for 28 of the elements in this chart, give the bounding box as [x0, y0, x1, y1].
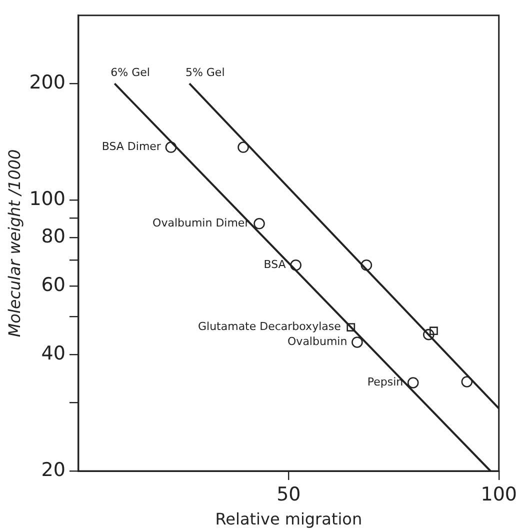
x-axis-title: Relative migration [215, 510, 362, 529]
point [346, 323, 356, 332]
point [360, 259, 372, 271]
annotation: Ovalbumin [288, 335, 348, 348]
series-label: 6% Gel [110, 66, 150, 79]
point [254, 218, 265, 230]
y-tick-label: 60 [41, 274, 66, 296]
annotation: BSA Dimer [102, 140, 162, 154]
point [407, 377, 419, 388]
annotation: Pepsin [367, 376, 404, 389]
y-tick-label: 100 [29, 188, 66, 210]
series-label: 5% Gel [185, 66, 225, 79]
point [461, 376, 473, 388]
y-tick-label: 20 [41, 458, 66, 481]
annotation: BSA [264, 258, 286, 271]
point [238, 142, 249, 153]
y-axis-title: Molecular weight /1000 [4, 149, 24, 338]
y-tick-label: 40 [41, 342, 66, 364]
y-tick-label: 200 [29, 72, 66, 94]
point [352, 336, 363, 348]
annotation: Glutamate Decarboxylase [198, 320, 342, 334]
annotation: Ovalbumin Dimer [152, 216, 250, 230]
point [423, 328, 434, 340]
point [165, 142, 177, 153]
x-tick-label: 50 [276, 483, 301, 506]
point [430, 326, 438, 336]
point [290, 259, 302, 271]
y-tick-label: 80 [41, 226, 66, 248]
